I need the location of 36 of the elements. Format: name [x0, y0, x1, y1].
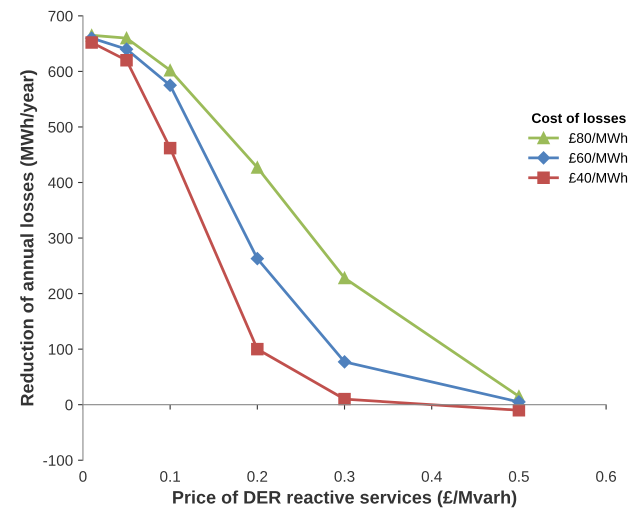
- point: [120, 42, 134, 56]
- x-axis-title: Price of DER reactive services (£/Mvarh): [173, 490, 516, 508]
- x-tick-label: 0.3: [334, 471, 354, 482]
- point: [164, 64, 176, 77]
- y-tick-label: 100: [48, 344, 73, 355]
- y-tick-label: 400: [48, 177, 73, 188]
- point: [120, 54, 133, 67]
- point: [338, 272, 351, 284]
- point: [338, 392, 351, 406]
- x-tick-label: 0.2: [247, 471, 268, 482]
- point: [164, 142, 176, 154]
- y-tick-label: 600: [48, 66, 73, 78]
- y-tick-label: -100: [43, 455, 73, 466]
- point: [85, 36, 98, 49]
- point: [338, 355, 352, 369]
- legend-label: £40/MWh: [568, 172, 628, 183]
- x-tick-label: 0.1: [160, 471, 180, 482]
- legend-title: Cost of losses: [532, 112, 626, 124]
- y-tick-label: 700: [48, 10, 73, 22]
- x-tick-label: 0.5: [508, 471, 529, 482]
- point: [251, 161, 264, 174]
- point: [120, 32, 133, 44]
- x-tick-label: 0.6: [596, 471, 616, 482]
- y-tick-label: 0: [65, 400, 73, 410]
- y-axis-title: Reduction of annual losses (MWh/year): [20, 70, 38, 406]
- point: [250, 252, 264, 266]
- legend-label: £80/MWh: [568, 132, 628, 143]
- point: [164, 78, 177, 92]
- y-tick-label: 300: [48, 232, 73, 244]
- y-tick-label: 500: [48, 122, 73, 133]
- legend-label: £60/MWh: [568, 152, 628, 163]
- point: [251, 342, 264, 356]
- x-tick-label: 0: [79, 471, 87, 482]
- point: [512, 404, 526, 416]
- x-tick-label: 0.4: [422, 471, 442, 482]
- y-tick-label: 200: [48, 288, 73, 300]
